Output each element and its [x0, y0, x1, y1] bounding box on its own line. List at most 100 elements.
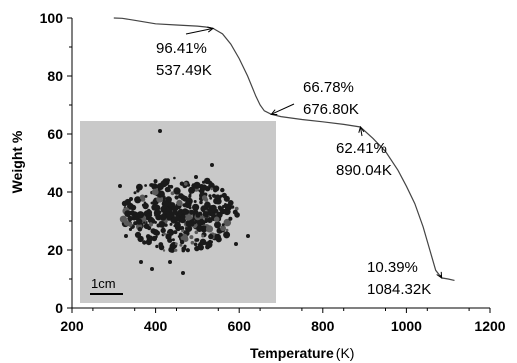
particle	[129, 216, 134, 221]
sample-photo-inset: 1cm	[80, 121, 276, 303]
particle	[176, 227, 181, 232]
particle	[183, 209, 190, 215]
particle	[210, 187, 214, 191]
particle	[214, 221, 221, 229]
particle	[228, 216, 233, 221]
arrow-head	[207, 26, 215, 33]
particle	[154, 213, 157, 217]
particle	[179, 181, 185, 186]
x-tick-label: 1000	[391, 318, 422, 334]
particle	[205, 225, 214, 233]
particle	[201, 234, 205, 238]
particle	[173, 230, 178, 235]
particle	[160, 180, 168, 188]
particle	[147, 216, 155, 224]
particle	[222, 204, 226, 209]
particle	[174, 242, 178, 246]
particle	[134, 212, 139, 217]
particle	[129, 197, 133, 201]
particle	[220, 225, 227, 232]
particle	[223, 231, 231, 239]
annotation-label: 96.41%	[156, 40, 207, 57]
x-tick-label: 800	[311, 318, 335, 334]
y-tick-label: 20	[47, 242, 63, 258]
x-tick-label: 400	[144, 318, 168, 334]
particle	[173, 187, 181, 195]
y-tick-label: 40	[47, 184, 63, 200]
particle	[158, 221, 166, 228]
annotation-label: 62.41%	[336, 140, 387, 157]
annotation-label: 890.04K	[336, 162, 392, 179]
particle	[228, 200, 234, 206]
arrow-head	[358, 125, 365, 133]
y-tick-label: 80	[47, 68, 63, 84]
particle	[194, 230, 199, 235]
annotation-label: 676.80K	[303, 101, 359, 118]
particle	[188, 194, 192, 198]
particle	[221, 192, 227, 198]
particle	[124, 210, 132, 218]
particle	[188, 186, 196, 194]
particle	[209, 196, 213, 200]
particle	[158, 191, 165, 197]
particle	[178, 232, 183, 237]
particle	[148, 213, 153, 218]
particle	[181, 229, 185, 233]
particle	[172, 205, 179, 212]
particle	[124, 234, 128, 238]
particle	[179, 226, 185, 231]
particle	[192, 183, 199, 189]
particle	[134, 231, 142, 238]
particle	[198, 244, 204, 251]
particle	[208, 182, 215, 189]
particle	[158, 129, 162, 133]
particle	[193, 242, 198, 247]
particle	[195, 212, 201, 218]
particle	[193, 200, 197, 203]
particle	[158, 242, 164, 247]
particle	[170, 191, 175, 196]
particle	[124, 198, 131, 206]
particle	[136, 218, 143, 225]
particle	[160, 227, 166, 234]
particle	[213, 216, 220, 223]
annotation-label: 1084.32K	[367, 281, 431, 298]
particle	[174, 221, 181, 229]
particle	[183, 181, 188, 186]
particle	[184, 213, 192, 221]
particle	[144, 184, 148, 187]
particle	[151, 235, 158, 242]
particle	[148, 222, 154, 227]
particle	[202, 211, 209, 218]
particle	[184, 201, 192, 209]
annotation-label: 537.49K	[156, 62, 212, 79]
particle	[145, 234, 151, 239]
particle	[215, 198, 222, 205]
particle	[232, 209, 238, 215]
particle	[198, 242, 202, 245]
particle	[168, 260, 172, 264]
particle	[139, 194, 146, 200]
particle	[118, 184, 122, 188]
particle	[220, 187, 225, 193]
sample-particles	[118, 129, 250, 275]
particle	[153, 179, 158, 184]
particle	[213, 185, 220, 192]
annotation-arrow	[185, 27, 214, 35]
annotations: 96.41% 537.49K 66.78% 676.80K 62.41% 890.04K 1…	[156, 26, 443, 298]
particle	[201, 195, 208, 201]
particle	[208, 233, 214, 240]
particle	[223, 208, 231, 216]
particle	[164, 208, 171, 214]
particle	[150, 201, 154, 205]
arrow-head	[270, 109, 278, 115]
arrow-head	[436, 271, 443, 279]
particle	[151, 188, 159, 196]
x-axis-ticks: 200 400 600 800 1000 1200	[60, 308, 506, 334]
particle	[146, 225, 152, 231]
annotation: 66.78% 676.80K	[270, 79, 359, 118]
annotation-label: 66.78%	[303, 79, 354, 96]
y-tick-label: 100	[40, 10, 64, 26]
particle	[134, 196, 142, 204]
particle	[128, 227, 133, 231]
